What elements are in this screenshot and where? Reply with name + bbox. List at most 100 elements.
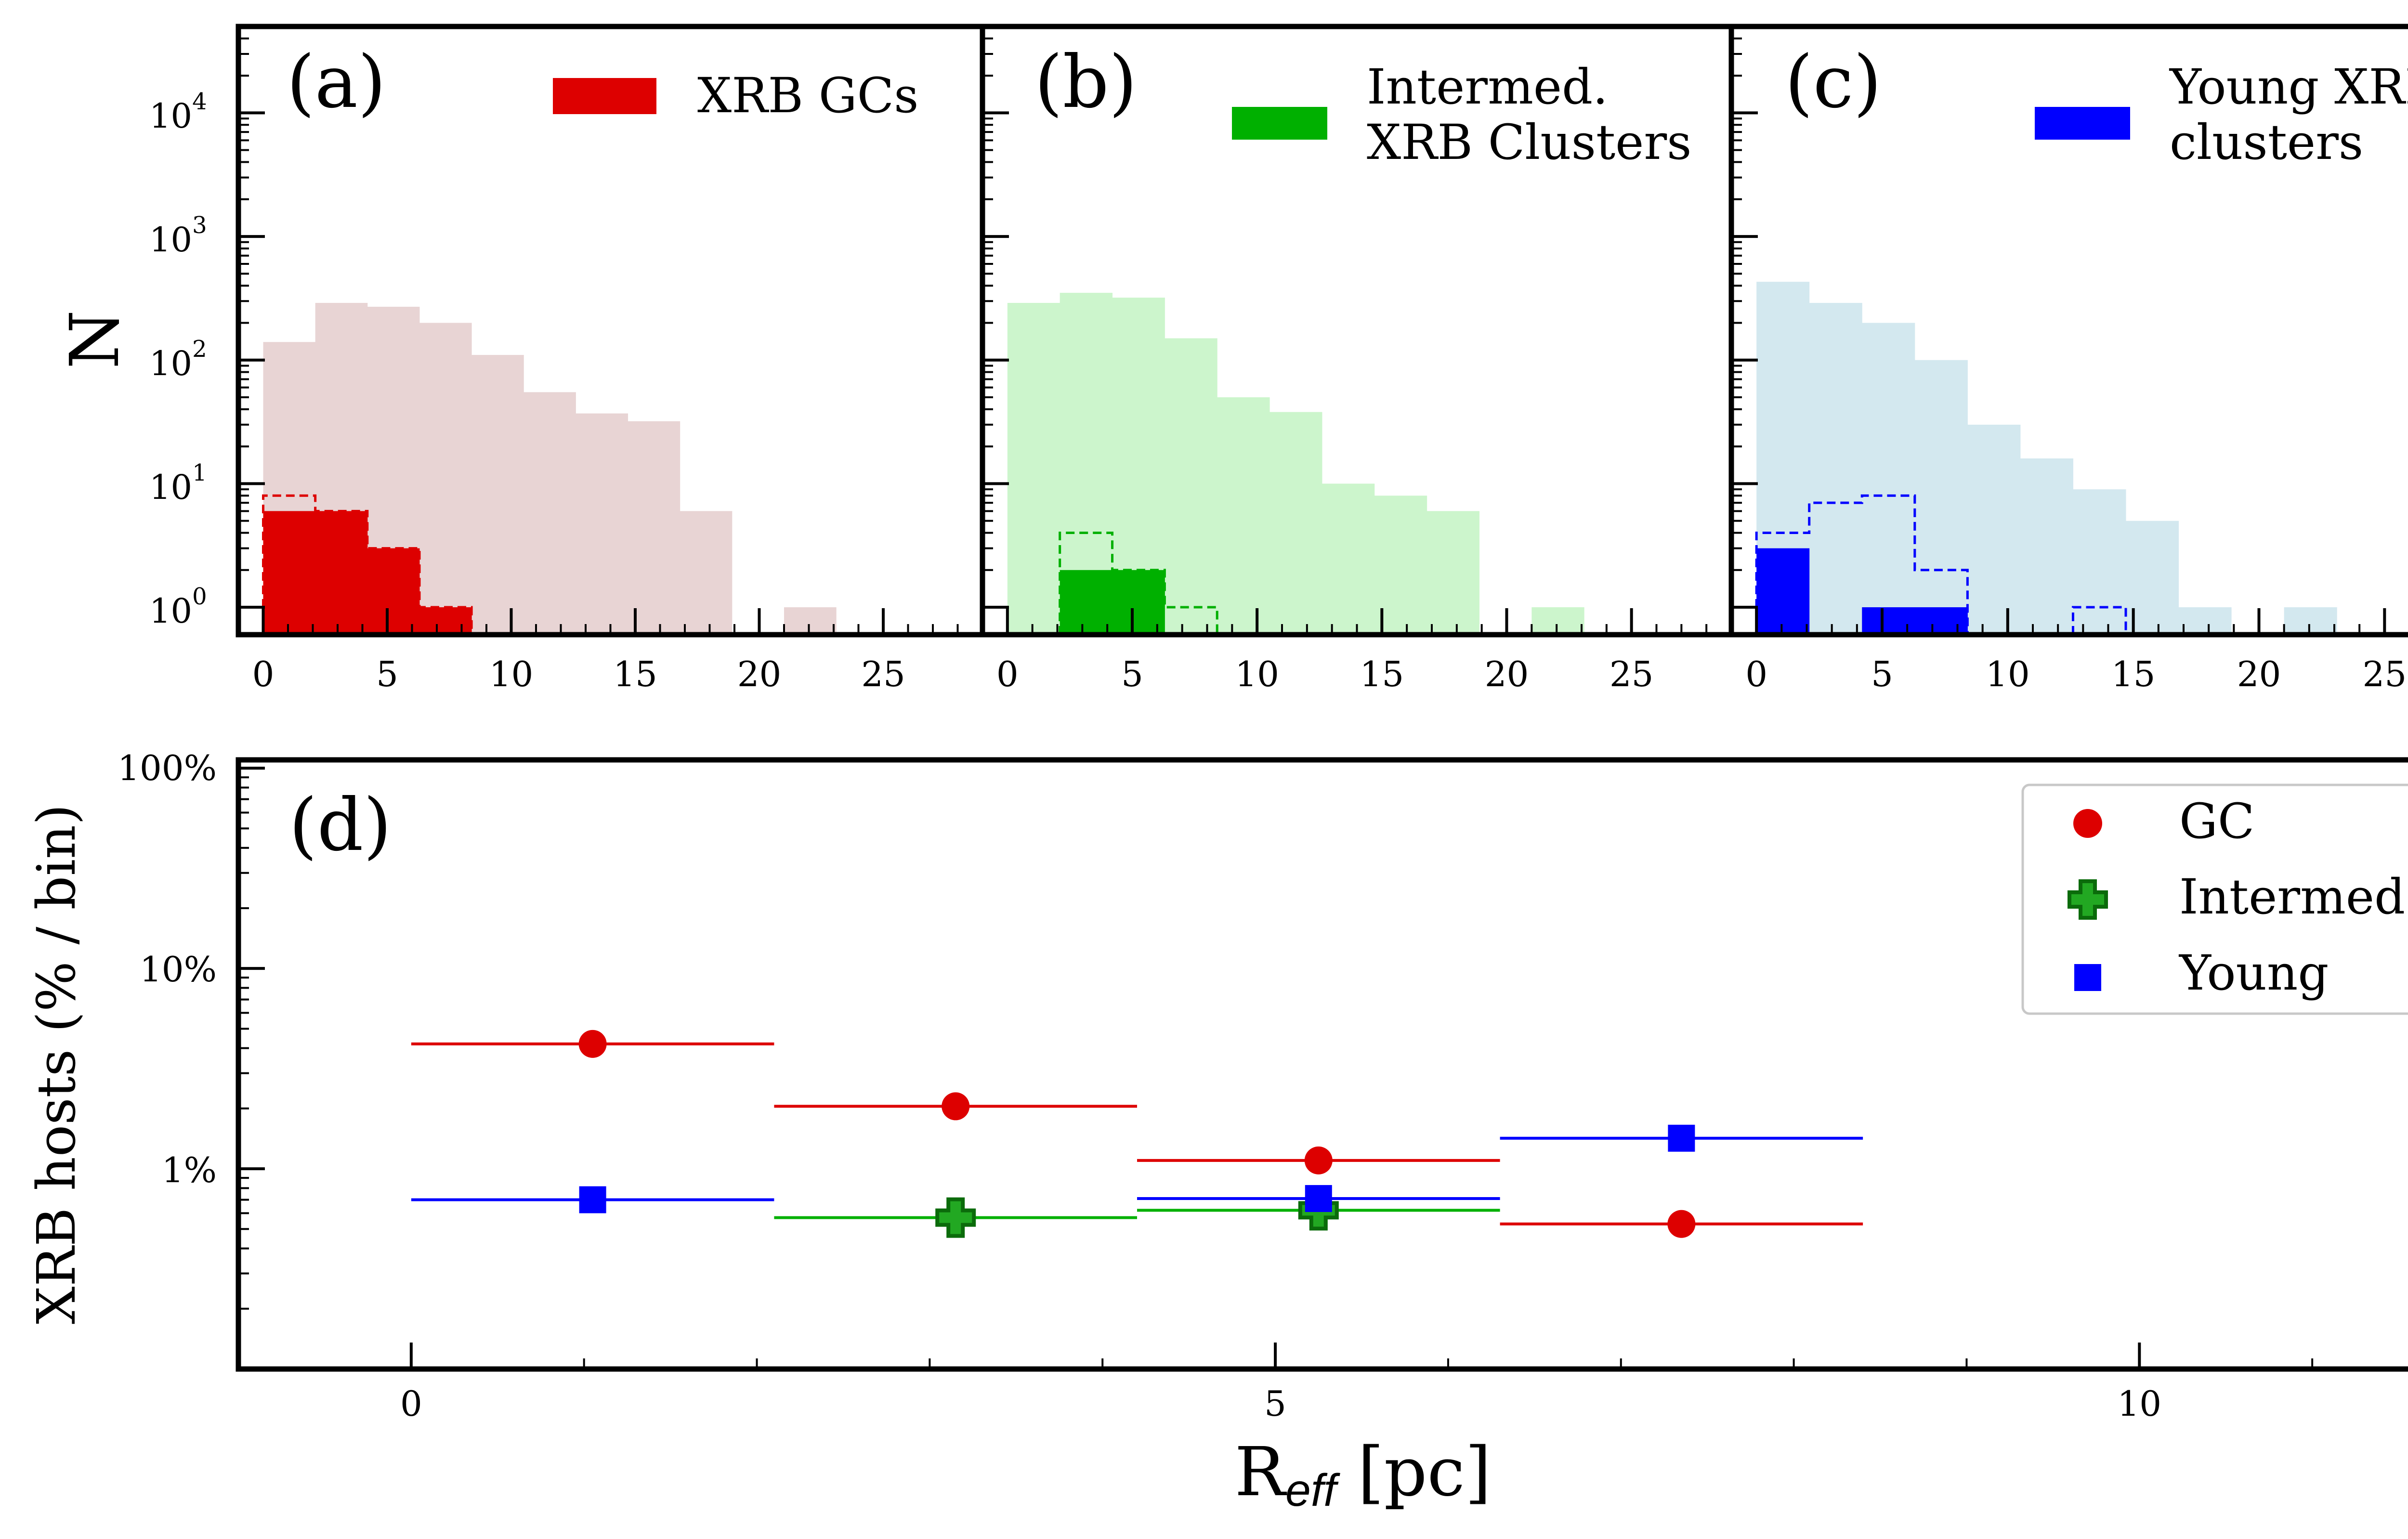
xrb-host-bar xyxy=(1112,570,1165,635)
x-tick-label: 15 xyxy=(613,654,657,694)
panel-d-y-axis-label: XRB hosts (% / bin) xyxy=(26,804,87,1324)
panel-b-label: (b) xyxy=(1034,40,1137,124)
data-point-gc xyxy=(1304,1146,1333,1174)
x-tick-label: 25 xyxy=(1610,654,1654,694)
all-clusters-bar xyxy=(1426,511,1479,635)
panel-a-xrb-host-bars xyxy=(263,511,472,635)
data-point-intermed xyxy=(935,1197,976,1238)
x-tick-label: 5 xyxy=(1264,1383,1286,1424)
panel-c-xrb-host-bars xyxy=(1756,548,1968,635)
panel-d-markers xyxy=(578,1030,1696,1238)
panel-b-x-tick-labels: 0 5 10 15 20 25 xyxy=(996,654,1654,694)
y-tick-label: 101 xyxy=(149,459,207,507)
data-point-young xyxy=(1668,1124,1695,1152)
all-clusters-bar xyxy=(576,413,628,635)
all-clusters-bar xyxy=(1531,607,1584,635)
all-clusters-bar xyxy=(523,392,576,635)
x-tick-label: 20 xyxy=(1485,654,1529,694)
x-tick-label: 25 xyxy=(2363,654,2407,694)
all-clusters-bar xyxy=(1217,397,1270,635)
legend-label-gc: GC xyxy=(2179,793,2254,849)
panel-a-legend-swatch xyxy=(553,78,656,114)
panel-a: (a) XRB GCs N 100 101 102 103 104 0 5 10 15… xyxy=(56,24,985,694)
x-axis-label-main: R xyxy=(1235,1433,1287,1512)
all-clusters-bar xyxy=(1007,303,1060,635)
data-point-gc xyxy=(942,1092,970,1121)
data-point-young xyxy=(579,1186,606,1213)
x-tick-label: 0 xyxy=(996,654,1019,694)
panel-a-label: (a) xyxy=(287,40,386,124)
panel-c-legend-line2: clusters xyxy=(2170,114,2363,170)
all-clusters-bar xyxy=(2284,607,2337,635)
data-point-gc xyxy=(578,1030,607,1058)
panel-c-frame xyxy=(1728,24,2408,638)
panel-c-legend-swatch xyxy=(2035,107,2130,140)
x-tick-label: 10 xyxy=(1235,654,1279,694)
all-clusters-bar xyxy=(680,511,733,635)
x-tick-label: 20 xyxy=(737,654,782,694)
panel-d-frame xyxy=(236,757,2408,1372)
x-tick-label: 20 xyxy=(2237,654,2281,694)
x-tick-label: 15 xyxy=(2111,654,2156,694)
panel-c: (c) Young XRB clusters 0 5 10 15 20 25 xyxy=(1728,24,2408,694)
panel-b: (b) Intermed. XRB Clusters 0 5 10 15 20 25 xyxy=(980,24,1734,694)
xrb-host-bar xyxy=(1914,607,1968,635)
legend-marker-intermed xyxy=(2068,879,2108,920)
x-tick-label: 15 xyxy=(1360,654,1404,694)
all-clusters-bar xyxy=(2020,458,2073,635)
all-clusters-bar xyxy=(1914,360,1968,635)
data-point-young xyxy=(1305,1185,1332,1212)
legend-label-intermed: Intermed. xyxy=(2179,869,2408,925)
xrb-host-bar xyxy=(263,511,316,635)
x-tick-label: 0 xyxy=(1745,654,1767,694)
x-tick-label: 10 xyxy=(1986,654,2030,694)
x-axis-label-subscript: eff xyxy=(1285,1465,1340,1516)
panel-d: (d) XRB hosts (% / bin) 100% 10% 1% 0 5 10… xyxy=(26,748,2408,1516)
all-clusters-bar xyxy=(1322,483,1375,635)
legend-frame xyxy=(2021,783,2408,1015)
xrb-host-bar xyxy=(419,607,472,635)
panel-d-x-axis-label: Reff [pc] xyxy=(1235,1433,1492,1516)
legend-marker-gc xyxy=(2073,809,2102,838)
all-clusters-bar xyxy=(1165,338,1217,635)
x-tick-label: 0 xyxy=(400,1383,422,1424)
all-clusters-bar xyxy=(1269,412,1322,635)
x-axis-label-unit: [pc] xyxy=(1336,1433,1492,1512)
y-tick-label: 1% xyxy=(162,1150,217,1190)
xrb-host-bar xyxy=(315,511,368,635)
xrb-host-bar xyxy=(1756,548,1810,635)
panel-d-legend: GC Intermed. Young xyxy=(2021,783,2408,1015)
panel-c-dashed-outline xyxy=(1755,494,2127,635)
x-tick-label: 10 xyxy=(489,654,534,694)
y-tick-label: 10% xyxy=(140,949,217,990)
all-clusters-bar xyxy=(628,421,681,635)
panel-a-dashed-outline xyxy=(262,494,473,635)
panel-b-xrb-host-bars xyxy=(1060,570,1165,635)
xrb-host-bar xyxy=(1862,607,1915,635)
x-tick-label: 5 xyxy=(1121,654,1143,694)
x-tick-label: 10 xyxy=(2117,1383,2161,1424)
all-clusters-bar xyxy=(1862,323,1915,635)
y-tick-label: 100% xyxy=(118,748,217,788)
xrb-host-bar xyxy=(367,548,420,635)
panel-b-legend-line1: Intermed. xyxy=(1367,59,1608,115)
panel-d-y-tick-labels: 100% 10% 1% xyxy=(118,748,217,1190)
all-clusters-bar xyxy=(419,323,472,635)
all-clusters-bar xyxy=(1967,424,2021,635)
all-clusters-bar xyxy=(784,607,837,635)
panel-c-x-tick-labels: 0 5 10 15 20 25 xyxy=(1745,654,2407,694)
data-point-gc xyxy=(1667,1210,1696,1238)
all-clusters-bar xyxy=(2073,489,2126,635)
panel-b-dashed-outline xyxy=(1059,532,1218,635)
panel-a-y-axis-label: N xyxy=(56,310,134,369)
x-tick-label: 0 xyxy=(252,654,275,694)
xrb-host-bar xyxy=(1060,570,1113,635)
panel-a-x-tick-labels: 0 5 10 15 20 25 xyxy=(252,654,905,694)
legend-marker-young xyxy=(2074,964,2101,991)
x-tick-label: 25 xyxy=(861,654,905,694)
x-tick-label: 5 xyxy=(376,654,398,694)
panel-c-legend-line1: Young XRB xyxy=(2169,59,2408,115)
panel-a-legend-label: XRB GCs xyxy=(697,67,918,124)
panel-b-legend-swatch xyxy=(1232,107,1327,140)
